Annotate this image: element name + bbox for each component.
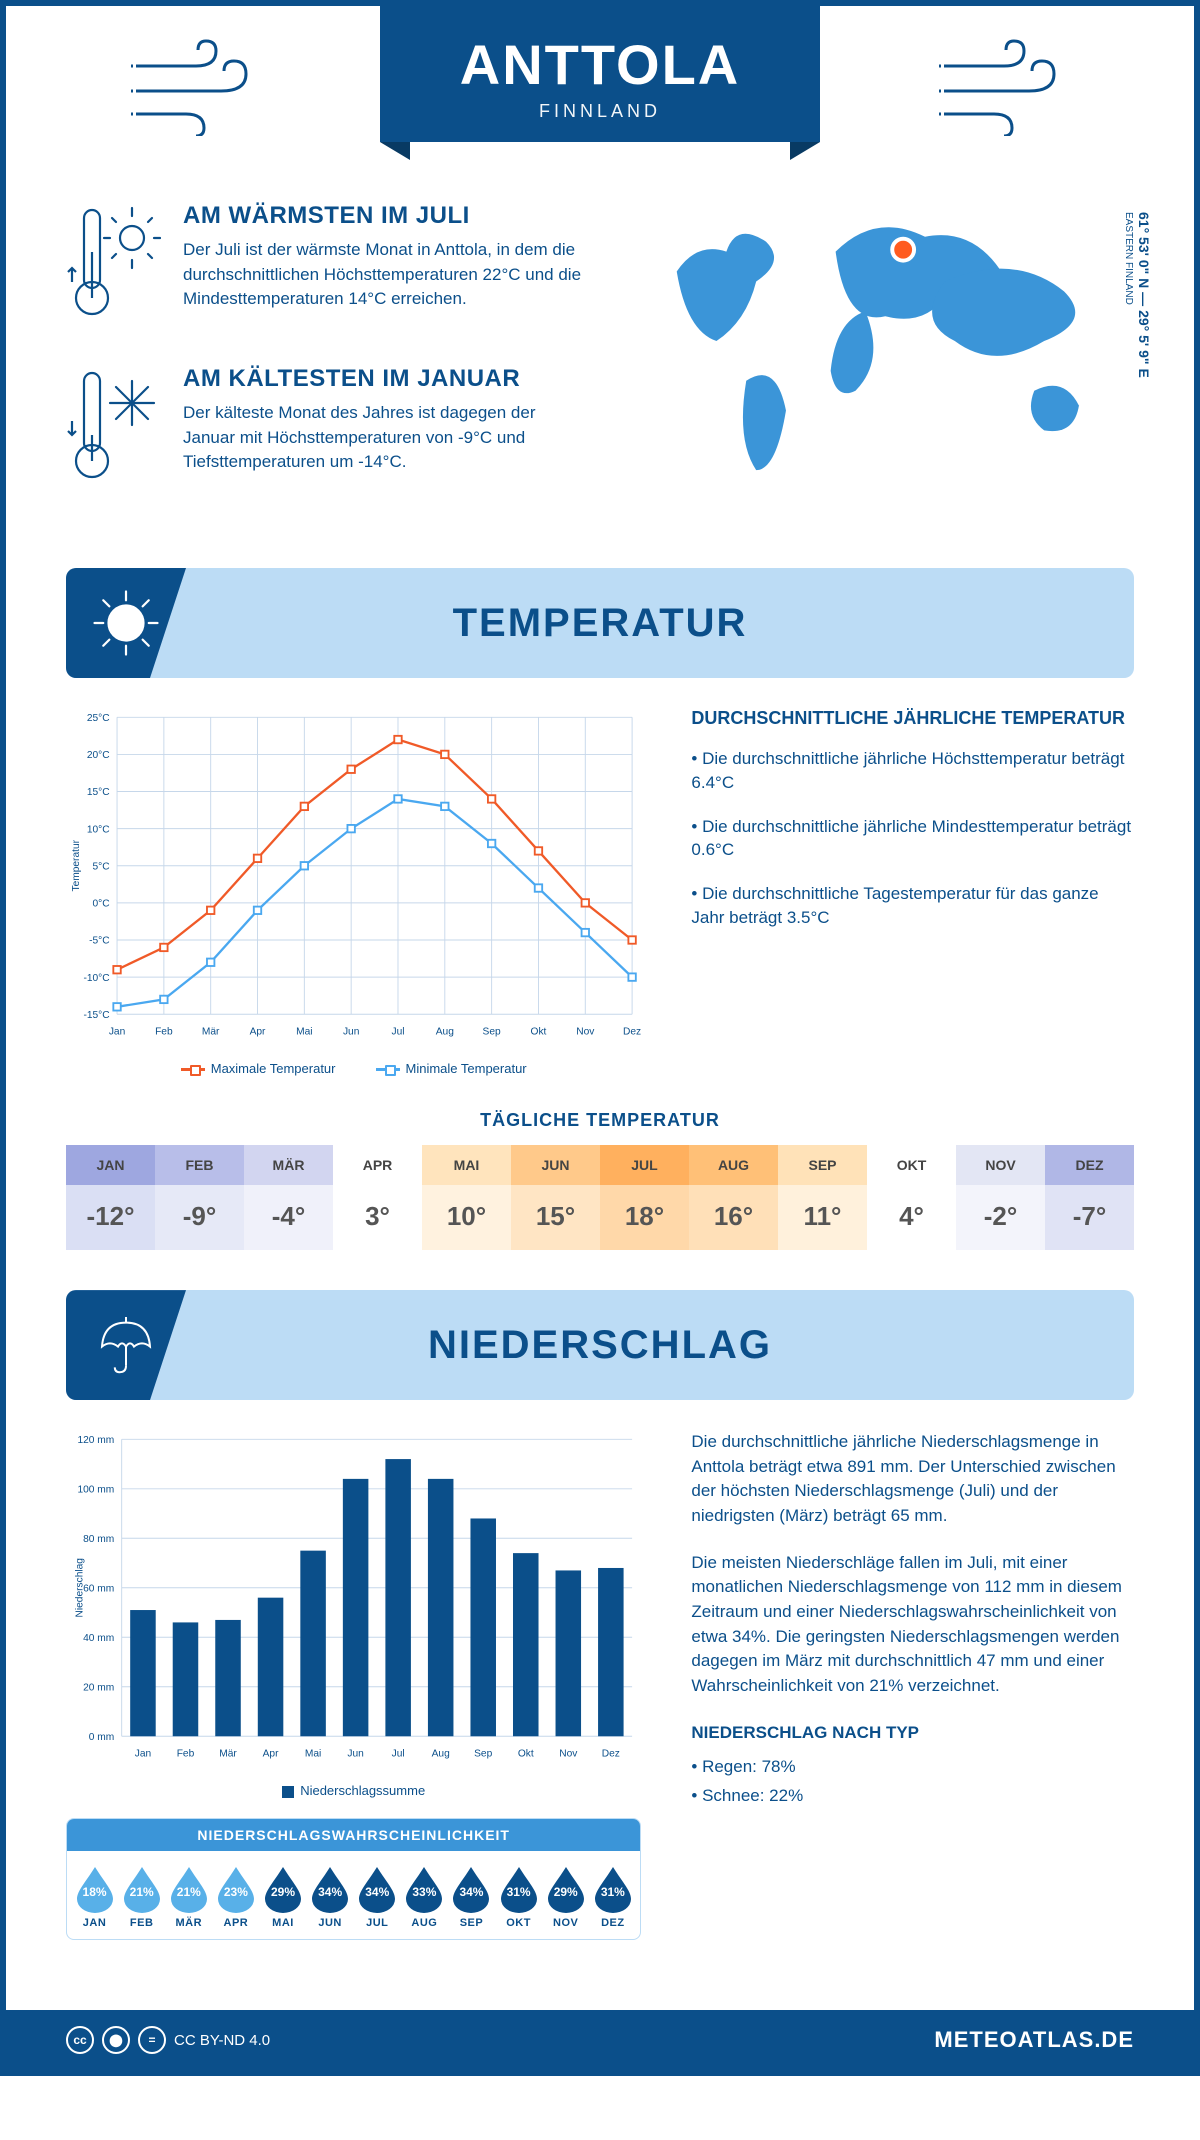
drop-icon: 23% APR: [214, 1865, 257, 1929]
svg-text:-10°C: -10°C: [83, 973, 109, 984]
warmest-blurb: AM WÄRMSTEN IM JULI Der Juli ist der wär…: [66, 202, 587, 327]
precip-chart-legend: Niederschlagssumme: [66, 1783, 641, 1798]
svg-text:25°C: 25°C: [87, 713, 110, 724]
svg-text:Sep: Sep: [474, 1749, 492, 1760]
wind-deco-icon: [934, 36, 1074, 136]
svg-text:Nov: Nov: [559, 1749, 578, 1760]
wind-deco-icon: [126, 36, 266, 136]
umbrella-icon: [66, 1290, 186, 1400]
coldest-blurb: AM KÄLTESTEN IM JANUAR Der kälteste Mona…: [66, 365, 587, 490]
svg-text:Apr: Apr: [250, 1027, 266, 1038]
drop-icon: 18% JAN: [73, 1865, 116, 1929]
precip-bar-chart: 0 mm 20 mm 40 mm 60 mm 80 mm 100 mm 120 mm Jan F…: [66, 1430, 641, 1798]
warmest-heading: AM WÄRMSTEN IM JULI: [183, 202, 587, 230]
cc-by-icon: ⬤: [102, 2026, 130, 2054]
drop-icon: 34% JUN: [309, 1865, 352, 1929]
svg-text:-15°C: -15°C: [83, 1010, 109, 1021]
svg-text:Feb: Feb: [177, 1749, 195, 1760]
drop-icon: 31% OKT: [497, 1865, 540, 1929]
warmest-text: Der Juli ist der wärmste Monat in Anttol…: [183, 238, 587, 312]
svg-text:20 mm: 20 mm: [83, 1683, 114, 1694]
drop-icon: 34% SEP: [450, 1865, 493, 1929]
thermometer-cold-icon: [66, 365, 161, 490]
location-title: ANTTOLA: [460, 32, 741, 97]
svg-text:Mai: Mai: [296, 1027, 312, 1038]
svg-text:15°C: 15°C: [87, 787, 110, 798]
svg-text:Jun: Jun: [343, 1027, 359, 1038]
precip-section-title: NIEDERSCHLAG: [428, 1323, 772, 1368]
svg-text:Nov: Nov: [576, 1027, 595, 1038]
temp-chart-legend: Maximale Temperatur Minimale Temperatur: [66, 1061, 641, 1076]
temperature-section-banner: TEMPERATUR: [66, 568, 1134, 678]
svg-text:20°C: 20°C: [87, 750, 110, 761]
svg-text:Jan: Jan: [109, 1027, 125, 1038]
svg-text:-5°C: -5°C: [89, 936, 110, 947]
svg-text:Aug: Aug: [432, 1749, 450, 1760]
drop-icon: 29% MAI: [261, 1865, 304, 1929]
title-ribbon: ANTTOLA FINNLAND: [380, 6, 821, 142]
precip-probability-box: NIEDERSCHLAGSWAHRSCHEINLICHKEIT 18% JAN …: [66, 1818, 641, 1940]
svg-text:120 mm: 120 mm: [77, 1435, 114, 1446]
svg-text:Temperatur: Temperatur: [71, 839, 82, 891]
drop-icon: 21% FEB: [120, 1865, 163, 1929]
precip-section-banner: NIEDERSCHLAG: [66, 1290, 1134, 1400]
world-map: 61° 53' 0" N — 29° 5' 9" E EASTERN FINLA…: [637, 202, 1134, 528]
svg-text:Sep: Sep: [483, 1027, 501, 1038]
license: cc ⬤ = CC BY-ND 4.0: [66, 2026, 270, 2054]
svg-text:Jan: Jan: [135, 1749, 151, 1760]
coldest-text: Der kälteste Monat des Jahres ist dagege…: [183, 401, 587, 475]
svg-text:Niederschlag: Niederschlag: [75, 1558, 86, 1618]
svg-text:Apr: Apr: [263, 1749, 279, 1760]
svg-text:Dez: Dez: [623, 1027, 641, 1038]
svg-text:100 mm: 100 mm: [77, 1485, 114, 1496]
daily-temp-table: JANFEBMÄRAPRMAIJUNJULAUGSEPOKTNOVDEZ-12°…: [66, 1145, 1134, 1250]
header: ANTTOLA FINNLAND: [66, 6, 1134, 142]
svg-text:Mär: Mär: [202, 1027, 220, 1038]
svg-text:60 mm: 60 mm: [83, 1584, 114, 1595]
temp-annual-info: DURCHSCHNITTLICHE JÄHRLICHE TEMPERATUR •…: [691, 708, 1134, 1076]
svg-text:Jul: Jul: [392, 1749, 405, 1760]
svg-text:5°C: 5°C: [93, 861, 110, 872]
temperature-line-chart: -15°C -10°C -5°C 0°C 5°C 10°C 15°C 20°C 25°C Jan F…: [66, 708, 641, 1076]
drop-icon: 33% AUG: [403, 1865, 446, 1929]
svg-text:10°C: 10°C: [87, 824, 110, 835]
drop-icon: 31% DEZ: [591, 1865, 634, 1929]
coordinates: 61° 53' 0" N — 29° 5' 9" E EASTERN FINLA…: [1120, 212, 1152, 378]
svg-text:Jul: Jul: [391, 1027, 404, 1038]
svg-text:40 mm: 40 mm: [83, 1633, 114, 1644]
thermometer-hot-icon: [66, 202, 161, 327]
svg-text:0°C: 0°C: [93, 899, 110, 910]
sun-icon: [66, 568, 186, 678]
cc-icon: cc: [66, 2026, 94, 2054]
svg-text:Feb: Feb: [155, 1027, 173, 1038]
svg-text:Okt: Okt: [518, 1749, 534, 1760]
drop-icon: 21% MÄR: [167, 1865, 210, 1929]
svg-text:0 mm: 0 mm: [89, 1732, 114, 1743]
cc-nd-icon: =: [138, 2026, 166, 2054]
drop-icon: 34% JUL: [356, 1865, 399, 1929]
svg-text:Jun: Jun: [347, 1749, 363, 1760]
svg-text:Dez: Dez: [602, 1749, 620, 1760]
svg-text:Aug: Aug: [436, 1027, 454, 1038]
svg-text:Mär: Mär: [219, 1749, 237, 1760]
svg-text:Mai: Mai: [305, 1749, 321, 1760]
temp-section-title: TEMPERATUR: [453, 601, 748, 646]
footer: cc ⬤ = CC BY-ND 4.0 METEOATLAS.DE: [6, 2010, 1194, 2070]
coldest-heading: AM KÄLTESTEN IM JANUAR: [183, 365, 587, 393]
daily-temp-heading: TÄGLICHE TEMPERATUR: [66, 1110, 1134, 1131]
svg-text:80 mm: 80 mm: [83, 1534, 114, 1545]
svg-text:Okt: Okt: [531, 1027, 547, 1038]
brand: METEOATLAS.DE: [934, 2027, 1134, 2053]
country-subtitle: FINNLAND: [460, 101, 741, 122]
drop-icon: 29% NOV: [544, 1865, 587, 1929]
precip-text: Die durchschnittliche jährliche Niedersc…: [691, 1430, 1134, 1940]
